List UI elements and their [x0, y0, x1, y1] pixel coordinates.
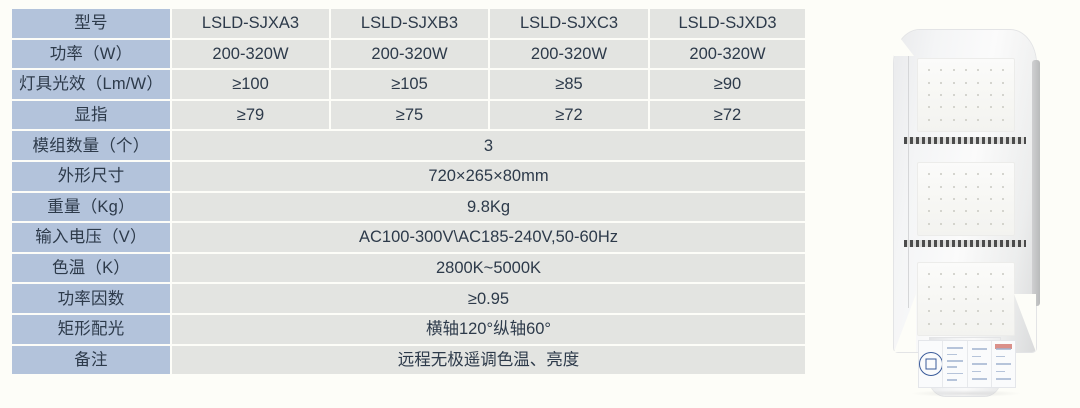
cell-efficacy-c: ≥85 — [490, 70, 648, 99]
cell-model-a: LSLD-SJXA3 — [172, 9, 329, 38]
row-label-efficacy: 灯具光效（Lm/W） — [12, 70, 170, 99]
cell-cri-d: ≥72 — [650, 100, 805, 130]
label-text-lines — [971, 345, 987, 383]
row-label-remarks: 备注 — [12, 345, 170, 375]
row-label-model: 型号 — [12, 9, 170, 38]
spec-table-body: 型号 LSLD-SJXA3 LSLD-SJXB3 LSLD-SJXC3 LSLD… — [12, 9, 805, 375]
row-label-power-factor: 功率因数 — [12, 284, 170, 313]
led-dot-grid — [923, 168, 1009, 230]
lamp-chamfer-right — [1014, 294, 1036, 352]
cell-dimensions: 720×265×80mm — [172, 161, 805, 191]
cell-power-a: 200-320W — [172, 39, 329, 69]
cell-cri-c: ≥72 — [490, 100, 648, 130]
led-module-bottom — [917, 262, 1015, 336]
led-dot-grid — [923, 64, 1009, 126]
led-dot-grid — [923, 268, 1009, 330]
lamp-side-edge — [1032, 60, 1040, 306]
led-module-middle — [917, 162, 1015, 236]
lamp-seam — [908, 56, 909, 308]
label-brand-column — [992, 341, 1015, 387]
cell-color-temperature: 2800K~5000K — [172, 253, 805, 283]
label-text-column-2 — [968, 341, 992, 387]
cell-remarks: 远程无极遥调色温、亮度 — [172, 345, 805, 375]
specification-table: 型号 LSLD-SJXA3 LSLD-SJXB3 LSLD-SJXC3 LSLD… — [10, 7, 807, 376]
row-label-weight: 重量（Kg） — [12, 192, 170, 222]
cell-weight: 9.8Kg — [172, 192, 805, 222]
cell-efficacy-d: ≥90 — [650, 70, 805, 99]
table-row: 功率因数 ≥0.95 — [12, 284, 805, 313]
cell-efficacy-a: ≥100 — [172, 70, 329, 99]
row-label-power: 功率（W） — [12, 39, 170, 69]
table-row: 输入电压（V） AC100-300V\AC185-240V,50-60Hz — [12, 223, 805, 252]
row-label-module-count: 模组数量（个） — [12, 131, 170, 160]
heat-sink-fins-lower — [904, 240, 1026, 247]
label-text-lines — [947, 345, 963, 383]
cell-power-b: 200-320W — [331, 39, 488, 69]
label-text-lines — [995, 345, 1011, 383]
cell-model-b: LSLD-SJXB3 — [331, 9, 488, 38]
label-text-column-1 — [943, 341, 968, 387]
cell-module-count: 3 — [172, 131, 805, 160]
table-row: 外形尺寸 720×265×80mm — [12, 161, 805, 191]
row-label-dimensions: 外形尺寸 — [12, 161, 170, 191]
certification-seal-icon — [919, 352, 943, 376]
table-row: 重量（Kg） 9.8Kg — [12, 192, 805, 222]
led-module-top — [917, 58, 1015, 132]
cell-power-d: 200-320W — [650, 39, 805, 69]
table-row: 模组数量（个） 3 — [12, 131, 805, 160]
lamp-chamfer-left — [894, 294, 916, 352]
row-label-input-voltage: 输入电压（V） — [12, 223, 170, 252]
cell-efficacy-b: ≥105 — [331, 70, 488, 99]
product-shadow — [910, 390, 1022, 397]
cell-cri-a: ≥79 — [172, 100, 329, 130]
table-row: 型号 LSLD-SJXA3 LSLD-SJXB3 LSLD-SJXC3 LSLD… — [12, 9, 805, 38]
cell-cri-b: ≥75 — [331, 100, 488, 130]
table-row: 备注 远程无极遥调色温、亮度 — [12, 345, 805, 375]
row-label-cri: 显指 — [12, 100, 170, 130]
cell-power-factor: ≥0.95 — [172, 284, 805, 313]
cell-model-c: LSLD-SJXC3 — [490, 9, 648, 38]
cell-beam-distribution: 横轴120°纵轴60° — [172, 314, 805, 344]
table-row: 色温（K） 2800K~5000K — [12, 253, 805, 283]
heat-sink-fins-upper — [904, 137, 1026, 144]
cell-power-c: 200-320W — [490, 39, 648, 69]
cell-input-voltage: AC100-300V\AC185-240V,50-60Hz — [172, 223, 805, 252]
table-row: 功率（W） 200-320W 200-320W 200-320W 200-320… — [12, 39, 805, 69]
product-spec-label — [918, 340, 1016, 388]
row-label-color-temperature: 色温（K） — [12, 253, 170, 283]
spec-table-container: 型号 LSLD-SJXA3 LSLD-SJXB3 LSLD-SJXC3 LSLD… — [10, 7, 805, 395]
cell-model-d: LSLD-SJXD3 — [650, 9, 805, 38]
label-brand-banner — [994, 344, 1012, 349]
table-row: 灯具光效（Lm/W） ≥100 ≥105 ≥85 ≥90 — [12, 70, 805, 99]
label-seal-column — [919, 341, 944, 387]
table-row: 矩形配光 横轴120°纵轴60° — [12, 314, 805, 344]
table-row: 显指 ≥79 ≥75 ≥72 ≥72 — [12, 100, 805, 130]
row-label-beam-distribution: 矩形配光 — [12, 314, 170, 344]
lamp-top-chamfer-left — [894, 30, 914, 56]
product-photo — [862, 22, 1080, 404]
